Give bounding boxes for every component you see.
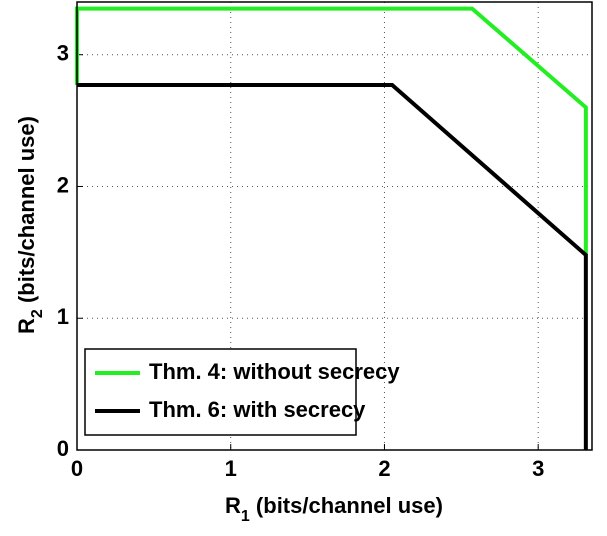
- y-axis-label: R2 (bits/channel use): [14, 116, 46, 334]
- x-tick-label: 3: [532, 456, 544, 481]
- series-line: [77, 83, 588, 450]
- x-axis-label: R1 (bits/channel use): [225, 493, 443, 525]
- x-tick-label: 2: [378, 456, 390, 481]
- legend-box: [84, 348, 357, 436]
- y-label-rest: (bits/channel use): [14, 116, 39, 309]
- y-tick-label: 1: [57, 304, 69, 329]
- y-label-main: R: [14, 318, 39, 334]
- axes-frame: [76, 1, 593, 451]
- y-tick-label: 0: [57, 436, 69, 461]
- y-label-sub: 2: [29, 309, 46, 318]
- y-tick-label: 2: [57, 172, 69, 197]
- legend-label: Thm. 4: without secrecy: [149, 359, 400, 384]
- y-tick-label: 3: [57, 41, 69, 66]
- legend-label: Thm. 6: with secrecy: [149, 397, 366, 422]
- x-label-sub: 1: [241, 508, 250, 525]
- x-label-main: R: [225, 493, 241, 518]
- x-tick-label: 0: [71, 456, 83, 481]
- x-tick-label: 1: [225, 456, 237, 481]
- x-label-rest: (bits/channel use): [250, 493, 443, 518]
